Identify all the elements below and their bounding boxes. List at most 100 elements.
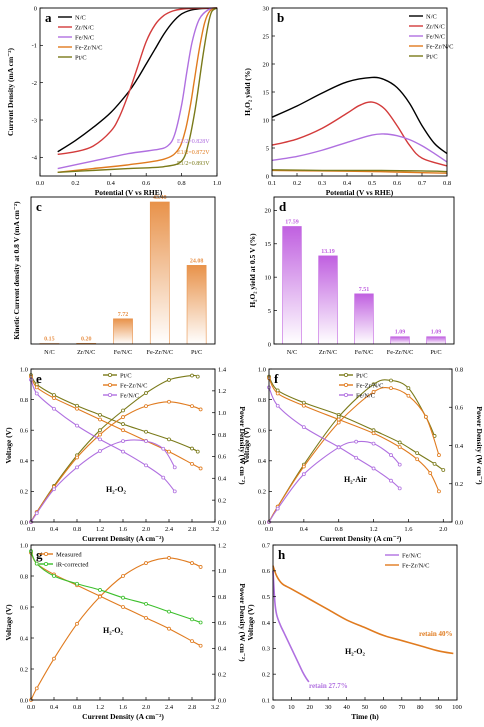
data-point [167, 609, 171, 614]
data-point [121, 422, 125, 426]
data-point [371, 441, 376, 446]
legend-marker [44, 552, 49, 557]
data-point [75, 465, 79, 470]
data-point [301, 400, 306, 405]
plot-frame-a [39, 7, 218, 177]
y2-tick-label-f: 0.2 [455, 481, 463, 488]
data-point [397, 445, 402, 449]
y-axis-label-b: H₂O₂ yield (%) [243, 68, 252, 116]
data-point [190, 446, 194, 451]
y-tick-label-b: 25 [263, 33, 270, 40]
y2-tick-label-e: 0.8 [218, 432, 226, 439]
data-point [144, 439, 148, 444]
x-tick-label-b: 0.4 [343, 180, 352, 187]
data-point [167, 449, 171, 454]
legend-entry-fe-zr-n-c: Fe-Zr/N/C [120, 382, 147, 389]
y-tick-label-d: 5 [268, 308, 271, 315]
plot-frame-d [273, 196, 455, 345]
data-point [121, 574, 125, 578]
data-point [437, 489, 441, 494]
data-point [275, 506, 280, 511]
x-tick-label-b: 0.7 [418, 180, 427, 187]
x-category-label: Pt/C [191, 349, 202, 356]
x-tick-label-g: 1.2 [96, 704, 104, 711]
bar-pt-c [426, 336, 446, 345]
data-point [144, 615, 148, 620]
x-category-label: N/C [44, 349, 55, 356]
data-point [52, 574, 56, 578]
x-category-label: Fe/N/C [114, 349, 133, 356]
y-tick-label-h: 0.2 [262, 671, 270, 678]
data-point [354, 439, 359, 444]
data-point [172, 465, 177, 470]
data-point [423, 414, 428, 419]
retention-annotation-fe-zr-n-c: retain 40% [419, 630, 453, 638]
x-tick-label-b: 0.2 [293, 180, 301, 187]
bar-value-label: 7.51 [359, 287, 370, 293]
data-point [336, 420, 341, 425]
y-tick-label-g: 1.0 [20, 542, 28, 549]
y-tick-label-f: 0.8 [258, 397, 266, 404]
bar-n-c [282, 226, 302, 345]
legend-entry-pt-c: Pt/C [356, 372, 368, 379]
y-tick-label-b: 10 [263, 117, 270, 124]
x-category-label: Zr/N/C [77, 349, 95, 356]
data-point [98, 417, 102, 422]
y-tick-label-d: 0 [268, 341, 271, 348]
x-category-label: Fe-Zr/N/C [147, 349, 174, 356]
y2-tick-label-g: 0.6 [218, 620, 227, 627]
y-tick-label-g: 0.6 [20, 604, 29, 611]
series-line-pt-c [271, 169, 448, 173]
x-tick-label-h: 50 [362, 704, 369, 711]
y2-tick-label-g: 0.4 [218, 646, 227, 653]
y2-axis-label-f: Power Density (W cm⁻²) [475, 406, 484, 485]
legend-entry-fe-n-c: Fe/N/C [356, 392, 375, 399]
data-point [389, 453, 393, 457]
data-point [98, 449, 102, 453]
x-tick-label-f: 1.2 [370, 526, 378, 533]
x-tick-label-e: 0.0 [27, 526, 35, 533]
x-axis-label-e: Current Density (A cm⁻²) [82, 534, 164, 543]
x-tick-label-h: 10 [288, 704, 295, 711]
data-point [52, 393, 56, 397]
voltage-curve-fe-n-c [268, 387, 401, 489]
legend-entry-zr-n-c: Zr/N/C [426, 23, 445, 30]
legend-entry-fe-n-c: Fe/N/C [402, 552, 421, 559]
data-point [98, 412, 102, 417]
panel-e: e0.0 0.4 0.8 1.2 1.6 2.0 2.4 2.8 3.20.00.20.40.6… [4, 366, 247, 543]
y2-tick-label-e: 1.0 [218, 410, 226, 417]
voltage-curve-fe-n-c [30, 379, 176, 492]
panel-h: h 0 10 20 30 40 50 60 70 80 90 100 0.1 0.2 0.3 0.4 0.5 0.… [246, 542, 462, 721]
y-tick-label-e: 1.0 [20, 366, 28, 373]
data-point [98, 432, 102, 437]
data-point [167, 437, 171, 442]
data-point [34, 511, 39, 516]
bar-value-label: 1.09 [431, 330, 442, 336]
series-line-fe-zr-n-c [57, 7, 218, 173]
condition-annotation-e: H₂-O₂ [106, 485, 127, 494]
y2-tick-label-e: 1.2 [218, 388, 226, 395]
bar-fe-n-c [354, 293, 374, 345]
x-axis-label-a: Potential (V vs RHE) [95, 188, 163, 197]
y-tick-label-b: 5 [266, 145, 269, 152]
legend-entry-ir-corrected: iR-corrected [56, 561, 89, 568]
data-point [397, 462, 402, 467]
data-point [397, 486, 402, 491]
y-tick-label-e: 0.6 [20, 428, 29, 435]
y-tick-label-b: 15 [263, 89, 270, 96]
y2-tick-label-g: 0.0 [218, 697, 226, 704]
y2-axis-label-e: Power Density (W cm⁻²) [238, 406, 247, 485]
x-tick-label-a: 0.8 [178, 180, 186, 187]
condition-annotation-f: H₂-Air [344, 475, 367, 484]
x-axis-label-h: Time (h) [351, 712, 379, 721]
y-tick-label-d: 20 [265, 208, 272, 215]
data-point [195, 449, 200, 454]
x-tick-label-h: 90 [435, 704, 442, 711]
x-tick-label-h: 40 [343, 704, 350, 711]
legend-entry-n-c: N/C [75, 14, 86, 21]
y-tick-label-a: -2 [32, 80, 37, 87]
data-point [167, 626, 171, 631]
x-tick-label-e: 2.4 [165, 526, 174, 533]
data-point [161, 475, 166, 480]
